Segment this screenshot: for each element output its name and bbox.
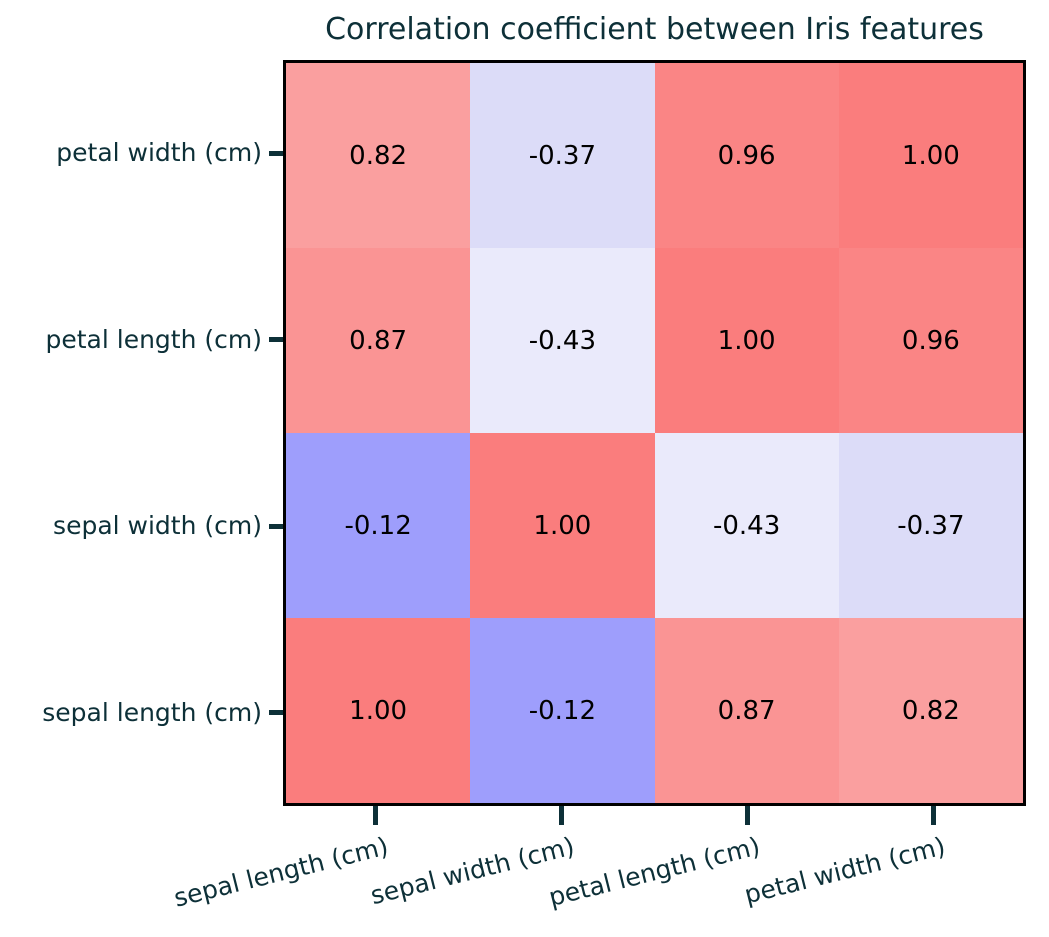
cell-value: -0.43 bbox=[528, 325, 597, 356]
heatmap-cell-r2-c3: -0.37 bbox=[838, 433, 1023, 618]
heatmap-cell-r2-c1: 1.00 bbox=[470, 433, 655, 618]
y-tick-mark-0 bbox=[269, 150, 283, 156]
heatmap-cell-r1-c2: 1.00 bbox=[654, 248, 839, 433]
cell-value: 1.00 bbox=[349, 695, 408, 726]
cell-value: 0.82 bbox=[901, 695, 960, 726]
y-tick-label-2: sepal width (cm) bbox=[53, 511, 262, 541]
cell-value: -0.12 bbox=[528, 695, 597, 726]
cell-value: -0.12 bbox=[344, 510, 412, 541]
heatmap-cell-r3-c1: -0.12 bbox=[470, 618, 655, 803]
x-tick-label-1: sepal width (cm) bbox=[367, 831, 578, 911]
y-tick-label-0: petal width (cm) bbox=[56, 138, 262, 168]
x-tick-label-2: petal length (cm) bbox=[545, 831, 763, 912]
heatmap-cell-r0-c0: 0.82 bbox=[286, 63, 471, 248]
cell-value: -0.43 bbox=[712, 510, 781, 541]
cell-value: 0.96 bbox=[901, 325, 960, 356]
heatmap-cell-r3-c2: 0.87 bbox=[654, 618, 839, 803]
cell-value: 0.87 bbox=[717, 695, 776, 726]
heatmap-axes: 0.82 -0.37 0.96 1.00 0.87 -0.43 1.00 0.96 -0.12 1… bbox=[283, 60, 1026, 806]
x-tick-label-3: petal width (cm) bbox=[741, 831, 949, 910]
heatmap-cell-r0-c3: 1.00 bbox=[838, 63, 1023, 248]
x-tick-mark-0 bbox=[373, 806, 379, 825]
cell-value: 1.00 bbox=[717, 325, 776, 356]
cell-value: -0.37 bbox=[897, 510, 965, 541]
cell-value: 1.00 bbox=[533, 510, 592, 541]
chart-title: Correlation coefficient between Iris fea… bbox=[325, 12, 984, 47]
y-tick-mark-3 bbox=[269, 710, 283, 716]
y-tick-mark-2 bbox=[269, 523, 283, 529]
x-tick-label-0: sepal length (cm) bbox=[171, 831, 392, 913]
cell-value: -0.37 bbox=[528, 140, 597, 171]
x-tick-mark-2 bbox=[744, 806, 750, 825]
heatmap-cell-r3-c3: 0.82 bbox=[838, 618, 1023, 803]
y-tick-mark-1 bbox=[269, 337, 283, 343]
heatmap-cell-r2-c0: -0.12 bbox=[286, 433, 471, 618]
heatmap-cell-r0-c1: -0.37 bbox=[470, 63, 655, 248]
heatmap-cell-r1-c1: -0.43 bbox=[470, 248, 655, 433]
y-tick-label-3: sepal length (cm) bbox=[42, 697, 262, 727]
cell-value: 0.96 bbox=[717, 140, 776, 171]
cell-value: 1.00 bbox=[901, 140, 960, 171]
cell-value: 0.87 bbox=[349, 325, 408, 356]
heatmap-cell-r0-c2: 0.96 bbox=[654, 63, 839, 248]
x-tick-mark-1 bbox=[559, 806, 565, 825]
heatmap-cell-r1-c3: 0.96 bbox=[838, 248, 1023, 433]
heatmap-cell-r3-c0: 1.00 bbox=[286, 618, 471, 803]
x-tick-mark-3 bbox=[930, 806, 936, 825]
cell-value: 0.82 bbox=[349, 140, 408, 171]
heatmap-cell-r2-c2: -0.43 bbox=[654, 433, 839, 618]
heatmap-cell-r1-c0: 0.87 bbox=[286, 248, 471, 433]
y-tick-label-1: petal length (cm) bbox=[45, 324, 262, 354]
